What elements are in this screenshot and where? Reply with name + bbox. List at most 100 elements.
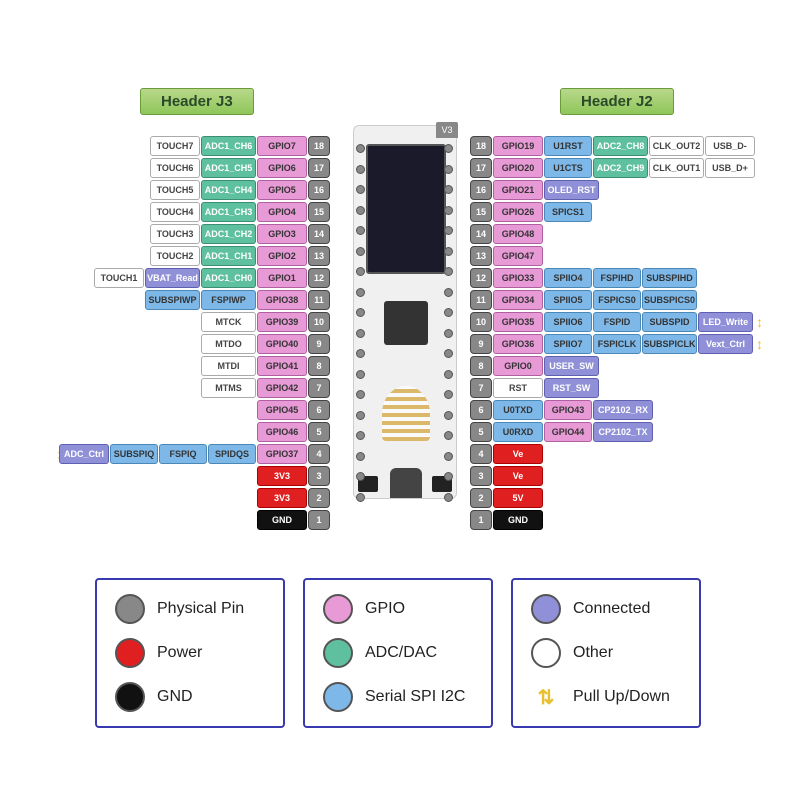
pin-label: GPIO34 xyxy=(493,290,543,310)
pin-number: 13 xyxy=(308,246,330,266)
pin-row: 12GPIO1ADC1_CH0VBAT_ReadTOUCH1 xyxy=(54,267,330,288)
pin-row: 8GPIO0USER_SW xyxy=(470,355,758,376)
pin-label: ADC1_CH4 xyxy=(201,180,256,200)
pin-row: 18GPIO19U1RSTADC2_CH8CLK_OUT2USB_D- xyxy=(470,135,758,156)
legend-box-3: ConnectedOther⇅Pull Up/Down xyxy=(511,578,701,728)
legend-item: Connected xyxy=(531,594,681,624)
pin-number: 5 xyxy=(308,422,330,442)
pin-label: GPIO38 xyxy=(257,290,307,310)
pin-label: MTDO xyxy=(201,334,256,354)
pin-number: 10 xyxy=(470,312,492,332)
pin-label: FSPICLK xyxy=(593,334,641,354)
pin-number: 9 xyxy=(470,334,492,354)
pin-label: SPICS1 xyxy=(544,202,592,222)
pin-number: 10 xyxy=(308,312,330,332)
pin-label: GPIO5 xyxy=(257,180,307,200)
pin-label: GPIO41 xyxy=(257,356,307,376)
pin-label: SUBSPICLK xyxy=(642,334,697,354)
pin-label: TOUCH4 xyxy=(150,202,200,222)
pin-label: 5V xyxy=(493,488,543,508)
pin-label: RST xyxy=(493,378,543,398)
legend-item: Serial SPI I2C xyxy=(323,682,473,712)
pin-row: 8GPIO41MTDI xyxy=(54,355,330,376)
pin-number: 8 xyxy=(470,356,492,376)
pin-row: 3Ve xyxy=(470,465,758,486)
pin-number: 11 xyxy=(308,290,330,310)
legend: Physical Pin Power GND GPIO ADC/DAC Serial S… xyxy=(95,578,701,728)
pin-row: 14GPIO48 xyxy=(470,223,758,244)
pin-number: 6 xyxy=(308,400,330,420)
pin-row: 16GPIO21OLED_RST xyxy=(470,179,758,200)
pin-label: ADC1_CH5 xyxy=(201,158,256,178)
legend-label: ADC/DAC xyxy=(365,644,437,662)
pin-label: USER_SW xyxy=(544,356,599,376)
pin-label: CP2102_TX xyxy=(593,422,653,442)
legend-label: GND xyxy=(157,688,193,706)
main-chip xyxy=(384,301,428,345)
pin-label: U0RXD xyxy=(493,422,543,442)
pin-label: ADC2_CH8 xyxy=(593,136,648,156)
antenna-coil xyxy=(382,386,430,441)
pin-number: 8 xyxy=(308,356,330,376)
pin-label: LED_Write xyxy=(698,312,753,332)
pin-row: 5U0RXDGPIO44CP2102_TX xyxy=(470,421,758,442)
oled-display xyxy=(366,144,446,274)
legend-item: Physical Pin xyxy=(115,594,265,624)
header-j2: Header J2 xyxy=(560,88,674,115)
pin-row: 11GPIO34SPIIO5FSPICS0SUBSPICS0 xyxy=(470,289,758,310)
pin-label: TOUCH1 xyxy=(94,268,144,288)
pin-label: MTDI xyxy=(201,356,256,376)
pin-number: 6 xyxy=(470,400,492,420)
legend-swatch xyxy=(115,594,145,624)
usb-c-port xyxy=(390,468,422,498)
pin-label: ADC_Ctrl xyxy=(59,444,109,464)
legend-item: Power xyxy=(115,638,265,668)
pin-row: 33V3 xyxy=(54,465,330,486)
pin-row: 25V xyxy=(470,487,758,508)
pin-number: 5 xyxy=(470,422,492,442)
pin-row: 6U0TXDGPIO43CP2102_RX xyxy=(470,399,758,420)
pin-row: 13GPIO2ADC1_CH1TOUCH2 xyxy=(54,245,330,266)
pin-row: 17GPIO6ADC1_CH5TOUCH6 xyxy=(54,157,330,178)
pin-number: 16 xyxy=(308,180,330,200)
pin-label: TOUCH2 xyxy=(150,246,200,266)
pin-label: GPIO46 xyxy=(257,422,307,442)
pin-label: SUBSPIHD xyxy=(642,268,697,288)
pin-label: Ve xyxy=(493,466,543,486)
legend-box-1: Physical Pin Power GND xyxy=(95,578,285,728)
pin-number: 13 xyxy=(470,246,492,266)
legend-label: Physical Pin xyxy=(157,600,244,618)
legend-swatch xyxy=(115,682,145,712)
pin-number: 3 xyxy=(470,466,492,486)
pin-number: 3 xyxy=(308,466,330,486)
pin-number: 17 xyxy=(308,158,330,178)
pin-label: GPIO36 xyxy=(493,334,543,354)
pin-row: 7GPIO42MTMS xyxy=(54,377,330,398)
pin-label: 3V3 xyxy=(257,488,307,508)
pin-row: 12GPIO33SPIIO4FSPIHDSUBSPIHD xyxy=(470,267,758,288)
legend-item: GPIO xyxy=(323,594,473,624)
pin-number: 18 xyxy=(470,136,492,156)
pin-row: 17GPIO20U1CTSADC2_CH9CLK_OUT1USB_D+ xyxy=(470,157,758,178)
pin-holes-right xyxy=(444,144,454,502)
pin-row: 4GPIO37SPIDQSFSPIQSUBSPIQADC_Ctrl↕ xyxy=(54,443,330,464)
pin-label: GPIO40 xyxy=(257,334,307,354)
pin-label: GPIO47 xyxy=(493,246,543,266)
pin-label: FSPIHD xyxy=(593,268,641,288)
pin-row: 10GPIO35SPIIO6FSPIDSUBSPIDLED_Write↕ xyxy=(470,311,758,332)
pin-number: 12 xyxy=(470,268,492,288)
legend-label: Power xyxy=(157,644,202,662)
legend-item: Other xyxy=(531,638,681,668)
pin-label: U1CTS xyxy=(544,158,592,178)
pin-label: SUBSPICS0 xyxy=(642,290,697,310)
pin-label: GPIO48 xyxy=(493,224,543,244)
pin-label: SPIIO6 xyxy=(544,312,592,332)
pin-row: 1GND xyxy=(470,509,758,530)
legend-swatch xyxy=(531,594,561,624)
pin-number: 7 xyxy=(308,378,330,398)
pin-row: 11GPIO38FSPIWPSUBSPIWP xyxy=(54,289,330,310)
board: V3 xyxy=(353,125,457,499)
pin-label: GPIO19 xyxy=(493,136,543,156)
pin-label: GPIO0 xyxy=(493,356,543,376)
pin-number: 12 xyxy=(308,268,330,288)
